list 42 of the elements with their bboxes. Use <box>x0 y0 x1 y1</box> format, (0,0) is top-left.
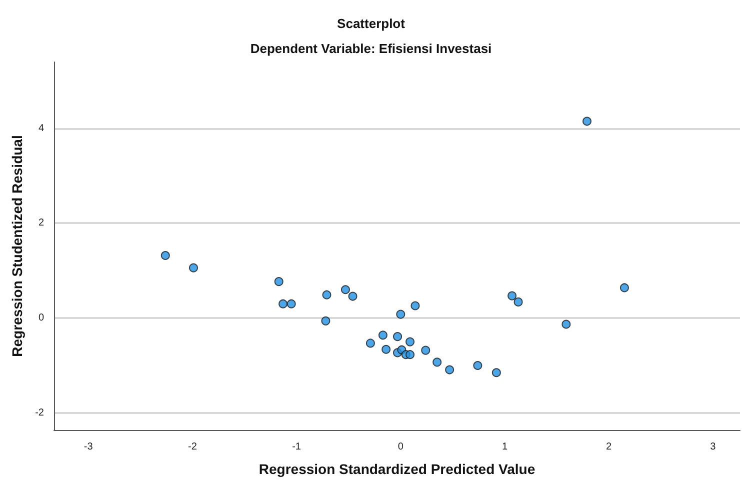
point <box>514 297 523 306</box>
y-tick-label: 4 <box>38 122 44 134</box>
point <box>321 316 330 326</box>
x-tick-label: -2 <box>188 442 198 452</box>
point <box>393 332 402 342</box>
point <box>445 365 454 374</box>
y-axis-title: Regression Studentized Residual <box>9 135 25 357</box>
point <box>432 358 442 367</box>
point <box>322 290 332 300</box>
point <box>421 346 430 355</box>
point <box>582 116 592 126</box>
x-tick-label: -3 <box>84 442 94 452</box>
point <box>620 283 629 292</box>
point <box>562 320 571 329</box>
y-tick-label: 2 <box>38 218 44 229</box>
chart-title: Scatterplot <box>337 16 406 31</box>
point <box>396 310 406 319</box>
point <box>406 337 415 346</box>
y-tick-label: 0 <box>38 312 44 324</box>
point <box>340 285 350 294</box>
point <box>366 338 375 348</box>
point <box>348 292 358 301</box>
point <box>382 344 391 354</box>
point <box>508 291 517 300</box>
chart-subtitle: Dependent Variable: Efisiensi Investasi <box>250 41 492 56</box>
point <box>473 361 482 370</box>
point <box>286 299 296 308</box>
x-axis-title: Regression Standardized Predicted Value <box>258 461 536 477</box>
x-tick-label: 2 <box>606 442 612 452</box>
point <box>278 299 288 308</box>
point <box>378 330 388 340</box>
x-tick-label: 3 <box>710 442 716 452</box>
point <box>189 263 198 272</box>
point <box>492 368 501 378</box>
x-tick-label: 0 <box>398 442 404 452</box>
point <box>410 301 420 310</box>
point <box>274 277 284 286</box>
y-tick-label: -2 <box>35 407 44 418</box>
x-tick-label: 1 <box>502 442 508 452</box>
x-tick-label: -1 <box>292 442 302 452</box>
point <box>160 250 170 260</box>
point <box>406 350 415 360</box>
